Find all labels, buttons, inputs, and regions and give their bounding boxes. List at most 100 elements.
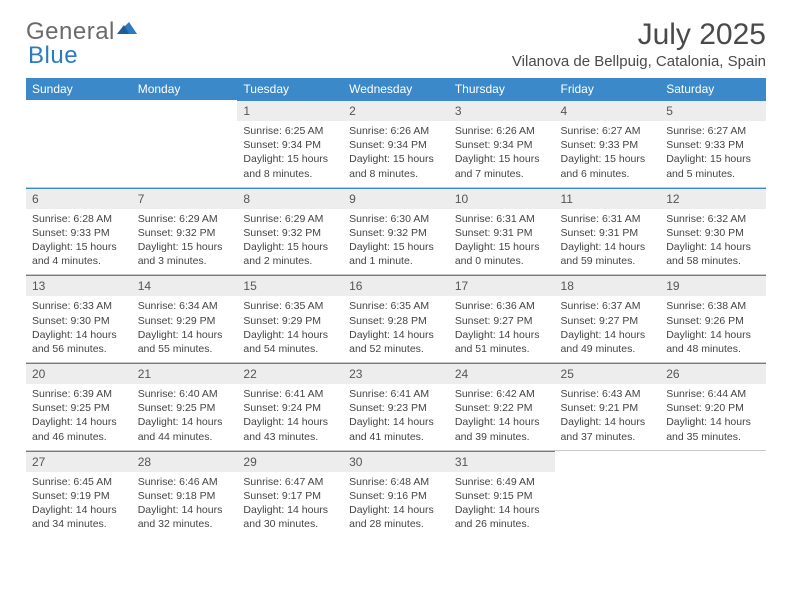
day-cell: 18Sunrise: 6:37 AMSunset: 9:27 PMDayligh… [555, 275, 661, 363]
daylight-text: Daylight: 15 hours and 8 minutes. [349, 152, 443, 180]
sunrise-text: Sunrise: 6:28 AM [32, 212, 126, 226]
daylight-text: Daylight: 14 hours and 56 minutes. [32, 328, 126, 356]
sunset-text: Sunset: 9:19 PM [32, 489, 126, 503]
day-header: Tuesday [237, 78, 343, 100]
day-body: Sunrise: 6:29 AMSunset: 9:32 PMDaylight:… [132, 209, 238, 275]
day-cell: 20Sunrise: 6:39 AMSunset: 9:25 PMDayligh… [26, 363, 132, 451]
day-body: Sunrise: 6:42 AMSunset: 9:22 PMDaylight:… [449, 384, 555, 450]
day-body: Sunrise: 6:49 AMSunset: 9:15 PMDaylight:… [449, 472, 555, 538]
day-body: Sunrise: 6:28 AMSunset: 9:33 PMDaylight:… [26, 209, 132, 275]
day-cell: 31Sunrise: 6:49 AMSunset: 9:15 PMDayligh… [449, 450, 555, 537]
daylight-text: Daylight: 14 hours and 28 minutes. [349, 503, 443, 531]
day-number: 3 [449, 100, 555, 121]
day-cell: 1Sunrise: 6:25 AMSunset: 9:34 PMDaylight… [237, 100, 343, 187]
sunrise-text: Sunrise: 6:41 AM [243, 387, 337, 401]
day-cell: 19Sunrise: 6:38 AMSunset: 9:26 PMDayligh… [660, 275, 766, 363]
sunrise-text: Sunrise: 6:29 AM [138, 212, 232, 226]
day-cell: 24Sunrise: 6:42 AMSunset: 9:22 PMDayligh… [449, 363, 555, 451]
daylight-text: Daylight: 14 hours and 52 minutes. [349, 328, 443, 356]
day-number: 5 [660, 100, 766, 121]
sunset-text: Sunset: 9:29 PM [243, 314, 337, 328]
sunrise-text: Sunrise: 6:35 AM [243, 299, 337, 313]
week-row: 13Sunrise: 6:33 AMSunset: 9:30 PMDayligh… [26, 275, 766, 363]
daylight-text: Daylight: 15 hours and 8 minutes. [243, 152, 337, 180]
sunset-text: Sunset: 9:25 PM [32, 401, 126, 415]
sunrise-text: Sunrise: 6:45 AM [32, 475, 126, 489]
day-body: Sunrise: 6:27 AMSunset: 9:33 PMDaylight:… [660, 121, 766, 187]
day-header: Monday [132, 78, 238, 100]
sunset-text: Sunset: 9:22 PM [455, 401, 549, 415]
sunset-text: Sunset: 9:27 PM [561, 314, 655, 328]
daylight-text: Daylight: 14 hours and 49 minutes. [561, 328, 655, 356]
day-header: Saturday [660, 78, 766, 100]
day-body: Sunrise: 6:41 AMSunset: 9:24 PMDaylight:… [237, 384, 343, 450]
daylight-text: Daylight: 14 hours and 55 minutes. [138, 328, 232, 356]
sunset-text: Sunset: 9:33 PM [32, 226, 126, 240]
day-body: Sunrise: 6:38 AMSunset: 9:26 PMDaylight:… [660, 296, 766, 362]
calendar-table: Sunday Monday Tuesday Wednesday Thursday… [26, 78, 766, 537]
day-body: Sunrise: 6:25 AMSunset: 9:34 PMDaylight:… [237, 121, 343, 187]
day-number: 13 [26, 275, 132, 296]
daylight-text: Daylight: 14 hours and 32 minutes. [138, 503, 232, 531]
sunrise-text: Sunrise: 6:29 AM [243, 212, 337, 226]
day-body: Sunrise: 6:27 AMSunset: 9:33 PMDaylight:… [555, 121, 661, 187]
day-cell: . [660, 450, 766, 537]
sunset-text: Sunset: 9:18 PM [138, 489, 232, 503]
daylight-text: Daylight: 15 hours and 1 minute. [349, 240, 443, 268]
sunrise-text: Sunrise: 6:49 AM [455, 475, 549, 489]
sunset-text: Sunset: 9:29 PM [138, 314, 232, 328]
day-body: Sunrise: 6:41 AMSunset: 9:23 PMDaylight:… [343, 384, 449, 450]
day-body: Sunrise: 6:36 AMSunset: 9:27 PMDaylight:… [449, 296, 555, 362]
logo: General Blue [26, 18, 137, 68]
day-cell: 26Sunrise: 6:44 AMSunset: 9:20 PMDayligh… [660, 363, 766, 451]
day-number: 14 [132, 275, 238, 296]
day-cell: 25Sunrise: 6:43 AMSunset: 9:21 PMDayligh… [555, 363, 661, 451]
sunset-text: Sunset: 9:24 PM [243, 401, 337, 415]
day-number: 4 [555, 100, 661, 121]
day-cell: 28Sunrise: 6:46 AMSunset: 9:18 PMDayligh… [132, 450, 238, 537]
month-title: July 2025 [512, 18, 766, 51]
daylight-text: Daylight: 14 hours and 54 minutes. [243, 328, 337, 356]
day-cell: 2Sunrise: 6:26 AMSunset: 9:34 PMDaylight… [343, 100, 449, 187]
daylight-text: Daylight: 14 hours and 26 minutes. [455, 503, 549, 531]
sunset-text: Sunset: 9:33 PM [666, 138, 760, 152]
day-header: Wednesday [343, 78, 449, 100]
logo-text-block: General Blue [26, 20, 137, 68]
sunset-text: Sunset: 9:33 PM [561, 138, 655, 152]
daylight-text: Daylight: 15 hours and 4 minutes. [32, 240, 126, 268]
day-cell: . [26, 100, 132, 187]
day-body: Sunrise: 6:35 AMSunset: 9:28 PMDaylight:… [343, 296, 449, 362]
day-number: 9 [343, 188, 449, 209]
day-number: 29 [237, 451, 343, 472]
day-number: 20 [26, 363, 132, 384]
day-cell: 27Sunrise: 6:45 AMSunset: 9:19 PMDayligh… [26, 450, 132, 537]
sunset-text: Sunset: 9:32 PM [349, 226, 443, 240]
sunrise-text: Sunrise: 6:35 AM [349, 299, 443, 313]
day-cell: . [132, 100, 238, 187]
day-body: Sunrise: 6:29 AMSunset: 9:32 PMDaylight:… [237, 209, 343, 275]
daylight-text: Daylight: 14 hours and 44 minutes. [138, 415, 232, 443]
sunset-text: Sunset: 9:25 PM [138, 401, 232, 415]
daylight-text: Daylight: 15 hours and 3 minutes. [138, 240, 232, 268]
sunrise-text: Sunrise: 6:36 AM [455, 299, 549, 313]
day-number: 27 [26, 451, 132, 472]
day-number: 15 [237, 275, 343, 296]
day-body: Sunrise: 6:30 AMSunset: 9:32 PMDaylight:… [343, 209, 449, 275]
day-number: 17 [449, 275, 555, 296]
day-cell: . [555, 450, 661, 537]
daylight-text: Daylight: 14 hours and 39 minutes. [455, 415, 549, 443]
day-number: 10 [449, 188, 555, 209]
day-number: 7 [132, 188, 238, 209]
sunset-text: Sunset: 9:16 PM [349, 489, 443, 503]
day-body: Sunrise: 6:40 AMSunset: 9:25 PMDaylight:… [132, 384, 238, 450]
day-number: 24 [449, 363, 555, 384]
daylight-text: Daylight: 14 hours and 43 minutes. [243, 415, 337, 443]
logo-text-gray: General [26, 18, 115, 45]
day-body: Sunrise: 6:43 AMSunset: 9:21 PMDaylight:… [555, 384, 661, 450]
week-row: 27 Sunrise: 6:45 AMSunset: 9:19 PM Dayligh… [26, 450, 766, 537]
week-row: ..1Sunrise: 6:25 AMSunset: 9:34 PMDaylig… [26, 100, 766, 187]
day-number: 2 [343, 100, 449, 121]
day-cell: 11Sunrise: 6:31 AMSunset: 9:31 PMDayligh… [555, 187, 661, 275]
sunset-text: Sunset: 9:30 PM [32, 314, 126, 328]
daylight-text: Daylight: 14 hours and 46 minutes. [32, 415, 126, 443]
